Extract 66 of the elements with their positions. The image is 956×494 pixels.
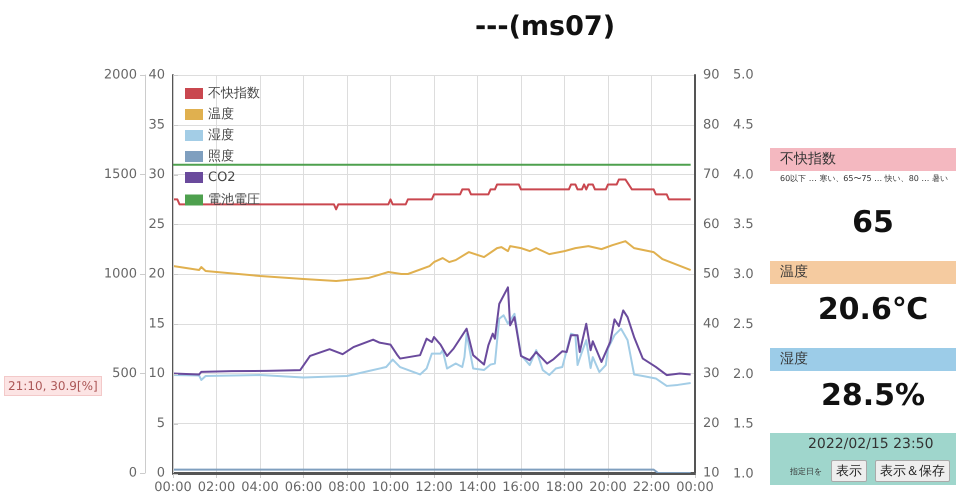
- y2-tick-label: 60: [703, 216, 720, 232]
- text: 不快指数: [770, 148, 956, 171]
- y-tick-label: 5.0: [733, 68, 754, 82]
- y-tick-label: 5: [156, 416, 165, 431]
- y-tick-label: 30: [148, 167, 165, 182]
- y-tick-label: 40: [148, 68, 165, 82]
- x-tick-label: 08:00: [328, 480, 366, 494]
- y2-tick-label: 40: [703, 316, 720, 332]
- x-tick-label: 12:00: [415, 480, 453, 494]
- y3-tick-label: 0: [128, 466, 137, 480]
- text: 28.5%: [820, 378, 926, 413]
- y-tick-label: 10: [148, 366, 165, 381]
- y-tick-label: 2.0: [733, 366, 754, 382]
- y-tick-label: 1.5: [733, 416, 754, 432]
- text: 表示: [831, 460, 867, 482]
- x-tick-label: 04:00: [241, 480, 279, 494]
- text: 21:10, 30.9[%]: [4, 376, 102, 396]
- x-tick-label: 16:00: [502, 480, 540, 494]
- y2-tick-label: 70: [703, 167, 720, 182]
- x-tick-label: 18:00: [546, 480, 584, 494]
- y2-tick-label: 30: [703, 366, 720, 381]
- line-series: [172, 240, 692, 282]
- y-tick-label: 2.5: [733, 316, 754, 332]
- y2-tick-label: 10: [703, 466, 720, 480]
- chart-title: ---(ms07): [474, 11, 616, 42]
- x-tick-label: 10:00: [372, 480, 410, 494]
- legend-label: 温度: [208, 106, 234, 122]
- x-tick-label: 22:00: [632, 480, 670, 494]
- y2-tick-label: 20: [703, 416, 720, 431]
- text: 65: [851, 205, 895, 240]
- y-tick-label: 4.5: [733, 117, 754, 132]
- y3-tick-label: 2000: [104, 68, 137, 82]
- y-tick-label: 3.0: [733, 267, 754, 282]
- text: 湿度: [770, 348, 956, 371]
- line-series: [172, 312, 692, 387]
- x-tick-label: 02:00: [198, 480, 236, 494]
- y3-tick-label: 1500: [104, 167, 137, 182]
- text: 20.6℃: [816, 292, 930, 327]
- x-tick-label: 14:00: [458, 480, 496, 494]
- x-tick-label: 20:00: [589, 480, 627, 494]
- y-tick-label: 3.5: [733, 217, 754, 232]
- legend-label: 湿度: [208, 127, 234, 143]
- line-series: [172, 286, 692, 376]
- x-tick-label: 00:00: [676, 480, 714, 494]
- text: 指定日を: [790, 466, 822, 477]
- y3-tick-label: 500: [112, 366, 137, 381]
- y3-tick-label: 1000: [104, 266, 137, 282]
- text: 60以下 … 寒い、65〜75 … 快い、80 … 暑い: [780, 174, 949, 184]
- text: 表示＆保存: [875, 460, 950, 482]
- x-tick-label: 00:00: [154, 480, 192, 494]
- legend-label: 不快指数: [208, 86, 260, 101]
- x-tick-label: 06:00: [284, 480, 322, 494]
- legend-label: 照度: [208, 148, 234, 164]
- text: 温度: [770, 261, 956, 284]
- y-tick-label: 4.0: [733, 167, 754, 182]
- y-tick-label: 35: [148, 117, 165, 132]
- text: 2022/02/15 23:50: [808, 436, 934, 452]
- y2-tick-label: 80: [703, 117, 720, 132]
- y-tick-label: 20: [148, 266, 165, 282]
- y-tick-label: 0: [156, 466, 165, 480]
- y-tick-label: 15: [148, 316, 165, 332]
- y2-tick-label: 50: [703, 266, 720, 282]
- y2-tick-label: 90: [703, 68, 720, 82]
- y-tick-label: 1.0: [733, 466, 754, 482]
- legend-label: CO2: [208, 170, 236, 185]
- y-tick-label: 25: [148, 216, 165, 232]
